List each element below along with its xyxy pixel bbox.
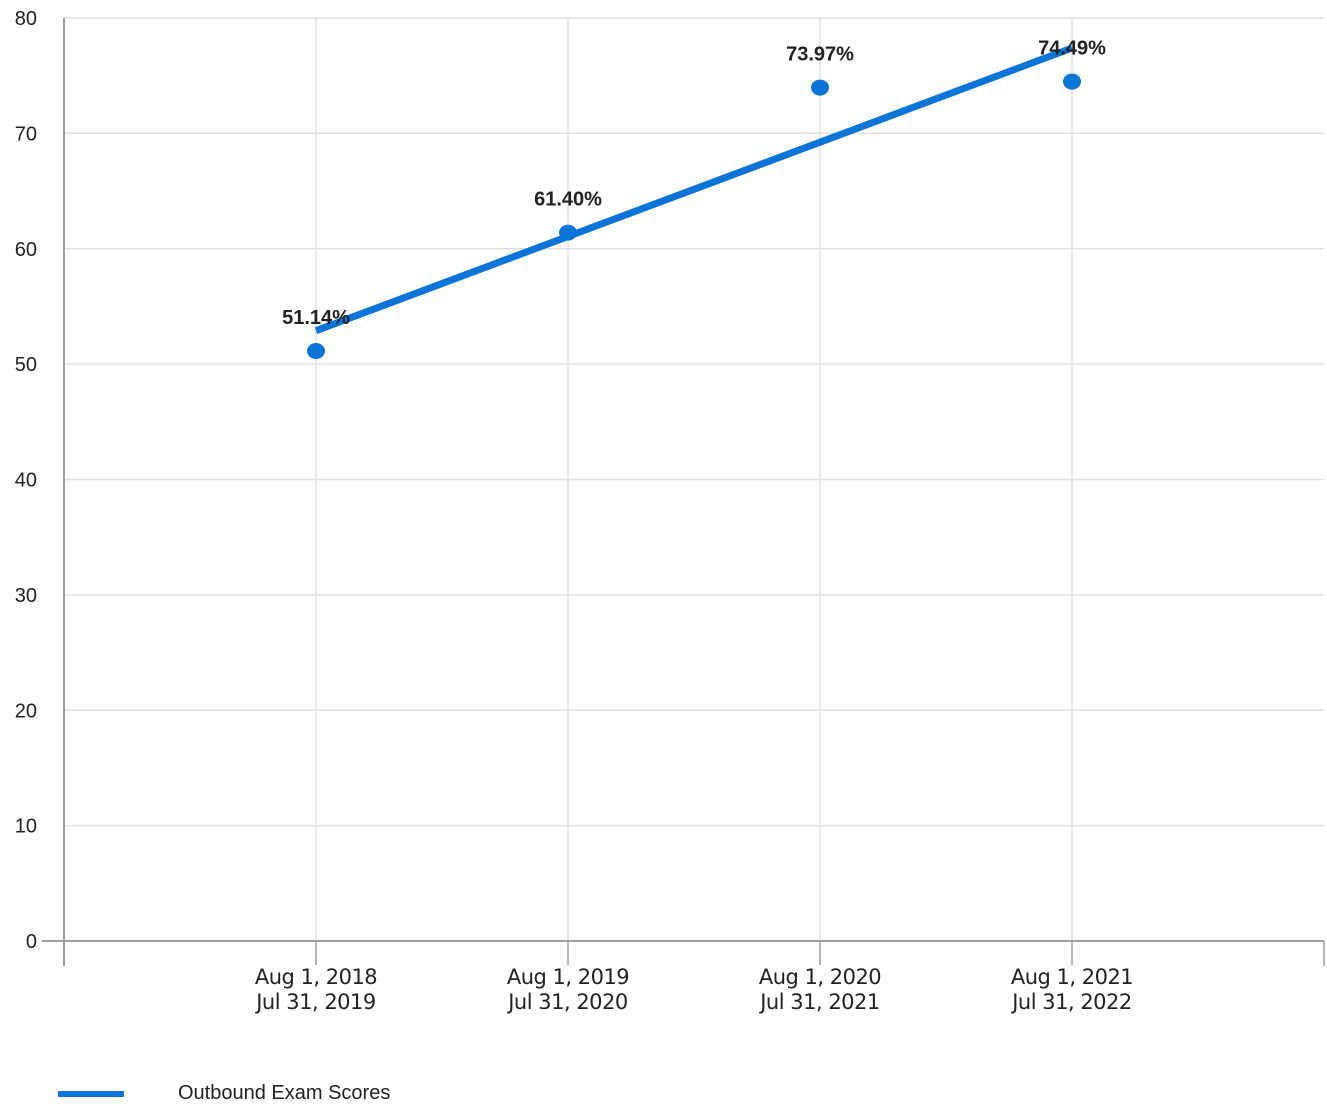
legend-swatch xyxy=(58,1090,124,1097)
y-tick-label: 0 xyxy=(26,931,37,953)
x-tick-label-line: Jul 31, 2022 xyxy=(1010,990,1132,1014)
data-point xyxy=(559,224,577,241)
y-tick-label: 30 xyxy=(15,585,37,607)
data-label: 61.40% xyxy=(534,189,602,211)
y-tick-label: 10 xyxy=(15,816,37,838)
y-tick-label: 50 xyxy=(15,354,37,376)
data-label: 51.14% xyxy=(282,307,350,329)
trendline xyxy=(314,44,1074,334)
x-tick-label: Aug 1, 2020 Jul 31, 2021 xyxy=(758,965,881,1014)
data-point xyxy=(811,79,829,96)
x-tick-label-line: Jul 31, 2021 xyxy=(758,990,880,1014)
y-tick-label: 70 xyxy=(15,123,37,145)
data-label: 74.49% xyxy=(1038,38,1106,60)
legend-label: Outbound Exam Scores xyxy=(178,1082,391,1104)
y-tick-label: 20 xyxy=(15,700,37,722)
legend: Outbound Exam Scores xyxy=(58,1082,390,1105)
x-tick-label-line: Aug 1, 2020 xyxy=(759,965,881,989)
x-tick-label-line: Aug 1, 2019 xyxy=(507,965,629,989)
x-tick-label-line: Aug 1, 2018 xyxy=(255,965,377,989)
x-tick-label: Aug 1, 2021 Jul 31, 2022 xyxy=(1010,965,1133,1014)
y-tick-label: 80 xyxy=(15,8,37,30)
x-tick-label: Aug 1, 2018 Jul 31, 2019 xyxy=(254,965,377,1014)
data-label: 73.97% xyxy=(786,44,854,66)
y-tick-label: 40 xyxy=(15,470,37,492)
data-point xyxy=(307,342,325,359)
x-tick-label-line: Aug 1, 2021 xyxy=(1011,965,1133,989)
x-tick-label-line: Jul 31, 2019 xyxy=(254,990,376,1014)
y-tick-label: 60 xyxy=(15,239,37,261)
data-point xyxy=(1063,73,1081,90)
x-tick-label-line: Jul 31, 2020 xyxy=(506,990,628,1014)
x-tick-label: Aug 1, 2019 Jul 31, 2020 xyxy=(506,965,629,1014)
